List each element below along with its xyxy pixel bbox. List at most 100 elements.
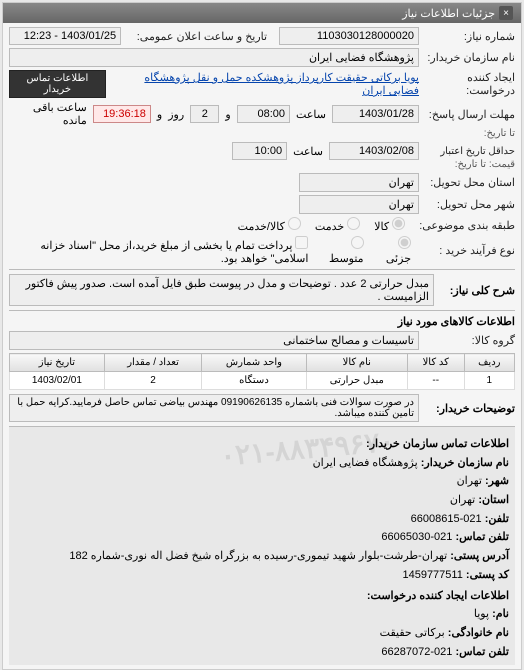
public-date-label: تاریخ و ساعت اعلان عمومی: [127,30,267,43]
opt-low-label: جزئی [386,253,411,265]
table-cell: 1 [464,372,514,390]
table-cell: مبدل حرارتی [306,372,407,390]
row-buyer: نام سازمان خریدار: پژوهشگاه فضایی ایران [9,48,515,67]
purchase-note: پرداخت تمام یا بخشی از مبلغ خرید،از محل … [40,240,308,265]
close-icon[interactable]: × [499,6,513,20]
table-cell: 1403/02/01 [10,372,105,390]
table-header: ردیف [464,354,514,372]
opt-goods-label: کالا [374,221,389,233]
contact-block: اطلاعات تماس سازمان خریدار: نام سازمان خ… [9,431,515,665]
req-no-label: شماره نیاز: [425,30,515,43]
c-city: تهران [457,475,482,487]
time-label-2: ساعت [293,145,323,158]
row-price-label: قیمت: تا تاریخ: [9,159,515,170]
goods-info-legend: اطلاعات کالاهای مورد نیاز [9,315,515,328]
buyer-name: پژوهشگاه فضایی ایران [9,48,419,67]
radio-service[interactable]: خدمت [315,217,360,233]
buyer-notes-text: در صورت سوالات فنی باشماره 09190626135 م… [9,394,419,422]
group-label: گروه کالا: [425,334,515,347]
reply-date: 1403/01/28 [332,105,419,123]
valid-time: 10:00 [232,142,287,160]
main-panel: × جزئیات اطلاعات نیاز شماره نیاز: 110303… [2,2,522,670]
separator-2 [9,310,515,311]
table-header: نام کالا [306,354,407,372]
and-label: و [225,108,230,121]
c-phone-label: تلفن: [485,513,509,525]
c-org: پژوهشگاه فضایی ایران [313,457,418,469]
row-reqno: شماره نیاز: 1103030128000020 تاریخ و ساع… [9,27,515,45]
radio-goods[interactable]: کالا [374,217,405,233]
row-purchase: نوع فرآیند خرید : جزئی متوسط پرداخت تمام… [9,236,515,265]
time-label-1: ساعت [296,108,326,121]
c-fname-label: نام: [492,608,509,620]
opt-med-label: متوسط [329,253,364,265]
c-fax: 021-66065030 [381,531,452,543]
c-fname: پویا [474,608,489,620]
c-lname: برکاتی حقیقت [380,627,445,639]
group-value: تاسیسات و مصالح ساختمانی [9,331,419,350]
overview-text: مبدل حرارتی 2 عدد . توضیحات و مدل در پیو… [9,274,434,306]
c-phone: 021-66008615 [411,513,482,525]
c-province: تهران [450,494,475,506]
table-cell: دستگاه [202,372,306,390]
table-header: تاریخ نیاز [10,354,105,372]
goods-table: ردیفکد کالانام کالاواحد شمارشتعداد / مقد… [9,353,515,390]
c-address: تهران-طرشت-بلوار شهید تیموری-رسیده به بز… [69,550,447,562]
opt-both-label: کالا/خدمت [238,221,285,233]
until-label: تا تاریخ: [425,128,515,139]
row-buyer-notes: توضیحات خریدار: در صورت سوالات فنی باشما… [9,394,515,422]
class-label: طبقه بندی موضوعی: [419,219,515,232]
table-cell: 2 [104,372,201,390]
row-reply-deadline: مهلت ارسال پاسخ: 1403/01/28 ساعت 08:00 و… [9,101,515,127]
separator-3 [9,426,515,427]
city-label: شهر محل تحویل: [425,198,515,211]
province-field: تهران [299,173,419,192]
row-city: شهر محل تحویل: تهران [9,195,515,214]
buyer-label: نام سازمان خریدار: [425,51,515,64]
remain-suffix: ساعت باقی مانده [9,101,87,127]
opt-service-label: خدمت [315,221,344,233]
row-group: گروه کالا: تاسیسات و مصالح ساختمانی [9,331,515,350]
remain-time: 19:36:18 [93,105,151,123]
contact-legend: اطلاعات تماس سازمان خریدار: [366,438,509,450]
checkbox-treasury[interactable]: پرداخت تمام یا بخشی از مبلغ خرید،از محل … [17,236,308,265]
c-cphone-label: تلفن تماس: [455,646,509,658]
creator-link[interactable]: پویا برکاتی حقیقت کارپرداز پژوهشکده حمل … [118,71,419,97]
panel-body: شماره نیاز: 1103030128000020 تاریخ و ساع… [3,23,521,669]
c-province-label: استان: [478,494,509,506]
radio-both[interactable]: کالا/خدمت [238,217,301,233]
reply-deadline-label: مهلت ارسال پاسخ: [425,108,515,121]
table-header: واحد شمارش [202,354,306,372]
separator-1 [9,269,515,270]
table-row[interactable]: 1--مبدل حرارتیدستگاه21403/02/01 [10,372,515,390]
reply-time: 08:00 [237,105,290,123]
row-overview: شرح کلی نیاز: مبدل حرارتی 2 عدد . توضیحا… [9,274,515,306]
c-fax-label: تلفن تماس: [455,531,509,543]
public-date-field: 1403/01/25 - 12:23 [9,27,121,45]
purchase-label: نوع فرآیند خرید : [425,244,515,257]
radio-low[interactable]: جزئی [378,236,411,265]
radio-med[interactable]: متوسط [322,236,363,265]
row-classification: طبقه بندی موضوعی: کالا خدمت کالا/خدمت [9,217,515,233]
price-until-label: قیمت: تا تاریخ: [425,159,515,170]
valid-date: 1403/02/08 [329,142,419,160]
table-header: تعداد / مقدار [104,354,201,372]
c-city-label: شهر: [485,475,509,487]
req-no-field: 1103030128000020 [279,27,419,45]
table-header: کد کالا [407,354,464,372]
valid-label: حداقل تاریخ اعتبار [425,146,515,157]
row-valid: حداقل تاریخ اعتبار 1403/02/08 ساعت 10:00 [9,142,515,160]
creator-legend: اطلاعات ایجاد کننده درخواست: [367,590,509,602]
buyer-notes-label: توضیحات خریدار: [425,402,515,415]
watermark-area: ۰۲۱-۸۸۳۴۹۶۷۰ اطلاعات تماس سازمان خریدار:… [9,426,515,665]
panel-header: × جزئیات اطلاعات نیاز [3,3,521,23]
c-lname-label: نام خانوادگی: [448,627,509,639]
row-creator: ایجاد کننده درخواست: پویا برکاتی حقیقت ک… [9,70,515,98]
contact-button[interactable]: اطلاعات تماس خریدار [9,70,106,98]
panel-title: جزئیات اطلاعات نیاز [402,7,495,20]
c-postal: 1459777511 [402,569,462,581]
row-until: تا تاریخ: [9,128,515,139]
c-org-label: نام سازمان خریدار: [421,457,509,469]
province-label: استان محل تحویل: [425,176,515,189]
c-cphone: 021-66287072 [381,646,452,658]
